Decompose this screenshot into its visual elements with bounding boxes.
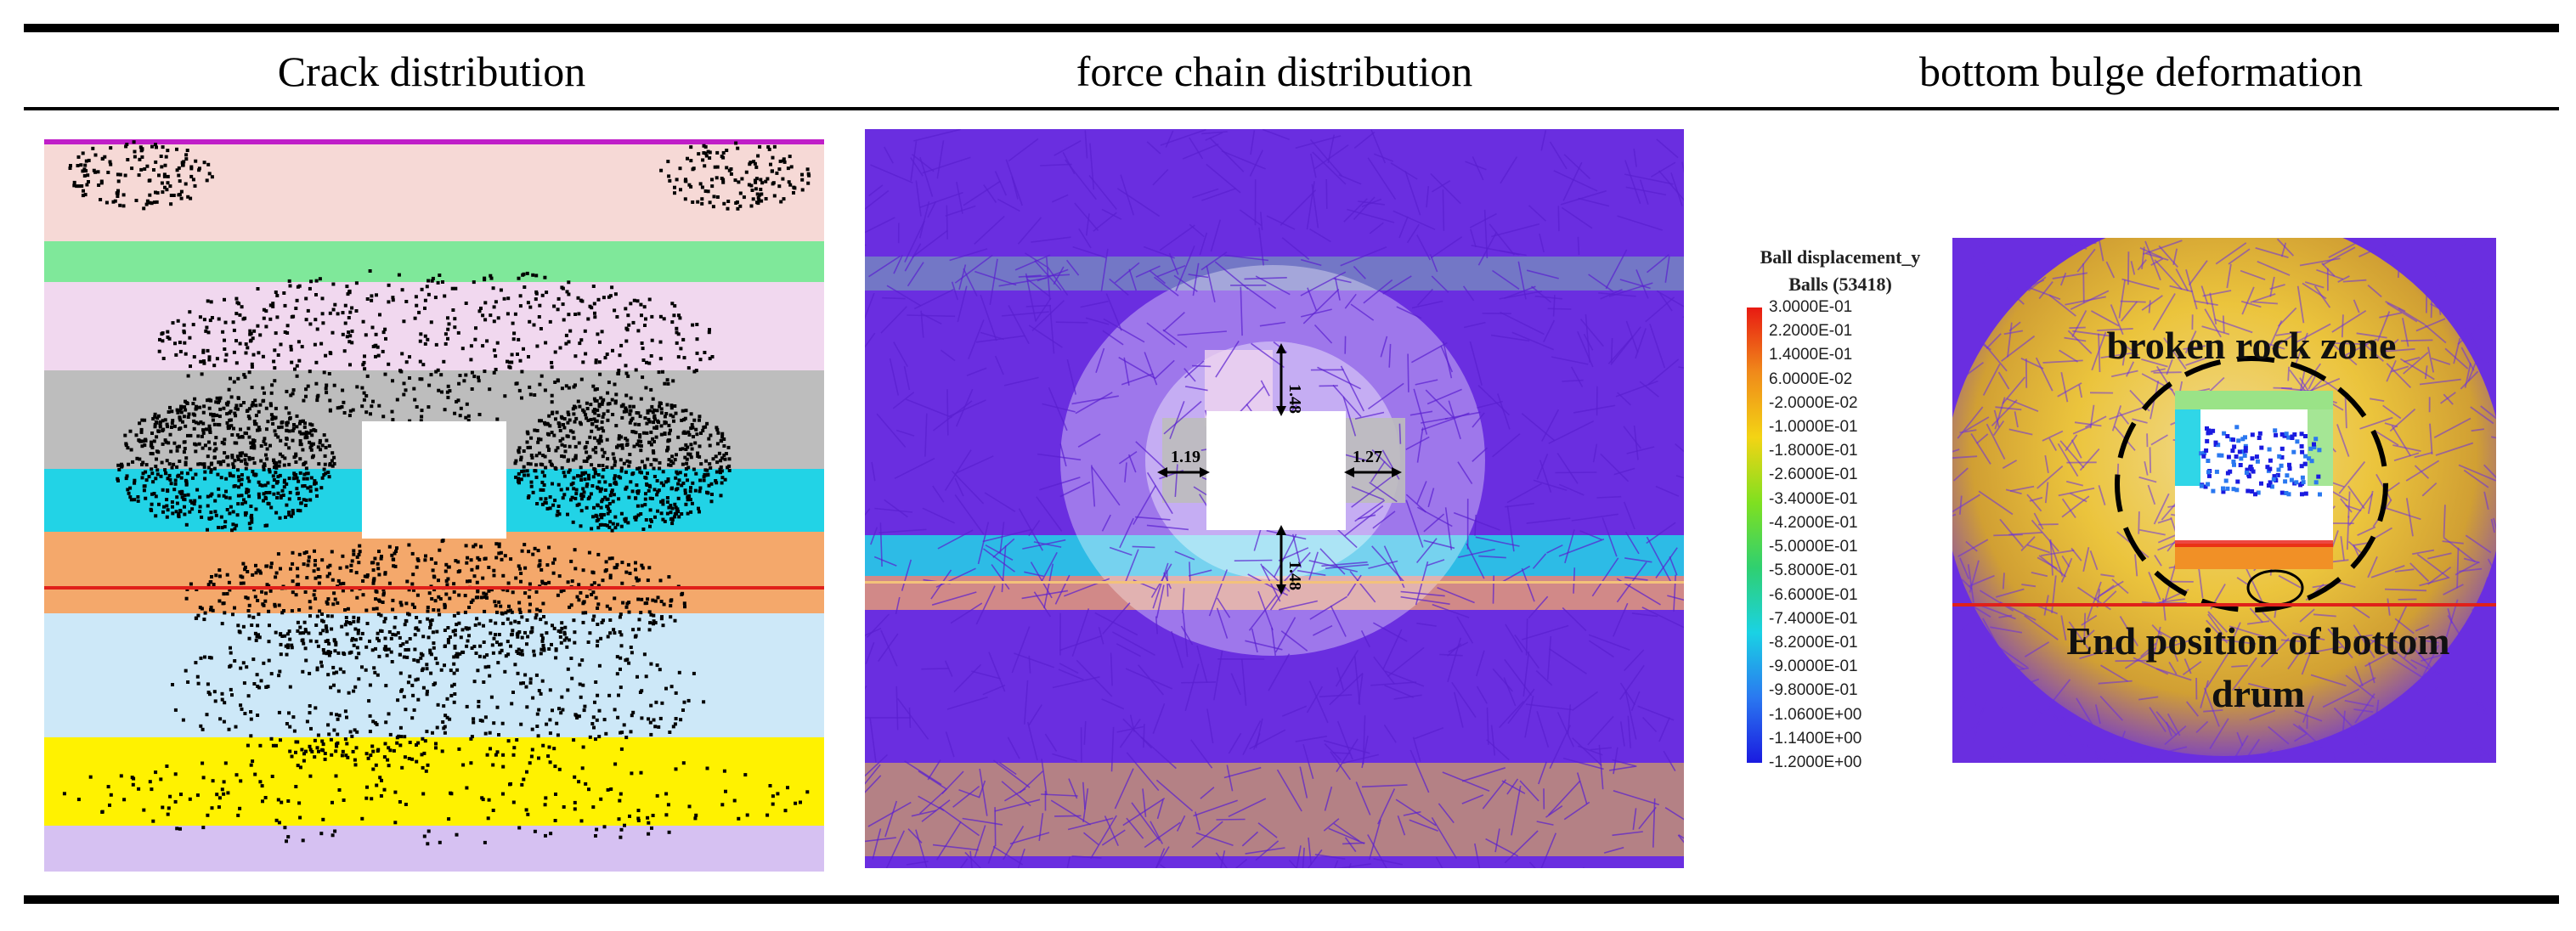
force-chain-distribution-image: 1.48 1.48 1.19 1.27 <box>865 129 1684 868</box>
legend-tick: -2.6000E-01 <box>1769 466 1858 484</box>
legend-tick: -7.4000E-01 <box>1769 609 1858 628</box>
legend-tick: -5.0000E-01 <box>1769 538 1858 556</box>
header-force-chain-distribution: force chain distribution <box>1076 48 1473 95</box>
label-top-ratio: 1.48 <box>1285 384 1304 414</box>
end-position-line <box>1952 603 2496 607</box>
header-bottom-bulge-deformation: bottom bulge deformation <box>1918 48 2364 95</box>
legend-tick: -1.0600E+00 <box>1769 705 1862 724</box>
legend-tick: -3.4000E-01 <box>1769 489 1858 508</box>
displacement-legend: Ball displacement_y Balls (53418) 3.0000… <box>1730 246 1951 773</box>
legend-tick: 6.0000E-02 <box>1769 370 1853 388</box>
legend-tick: -8.2000E-01 <box>1769 633 1858 652</box>
legend-title: Ball displacement_y <box>1760 246 1921 268</box>
legend-tick: -2.0000E-02 <box>1769 393 1858 412</box>
legend-tick: -9.0000E-01 <box>1769 657 1858 676</box>
label-left-ratio: 1.19 <box>1171 448 1200 466</box>
dimension-arrows <box>1164 350 1395 588</box>
tunnel-opening-overlay <box>362 421 506 530</box>
bottom-end-line <box>865 581 1684 584</box>
layer-green <box>865 257 1684 291</box>
header-crack-distribution: Crack distribution <box>277 48 586 95</box>
bottom-bulge-deformation-image: broken rock zone End position of bottom … <box>1952 238 2496 763</box>
broken-rock-zone-outline <box>2115 356 2388 612</box>
legend-tick: 3.0000E-01 <box>1769 298 1853 316</box>
legend-tick: -1.2000E+00 <box>1769 753 1862 771</box>
legend-color-bar <box>1747 308 1762 763</box>
legend-tick: -6.6000E-01 <box>1769 585 1858 604</box>
label-right-ratio: 1.27 <box>1353 448 1382 466</box>
crack-points <box>62 140 811 846</box>
bottom-end-line <box>44 586 824 590</box>
table-header-rule <box>24 107 2559 110</box>
legend-subtitle: Balls (53418) <box>1788 274 1892 295</box>
legend-tick: 1.4000E-01 <box>1769 346 1853 364</box>
label-bottom-ratio: 1.48 <box>1285 561 1304 590</box>
layer-yellow <box>865 763 1684 856</box>
legend-tick: -1.0000E-01 <box>1769 418 1858 437</box>
label-broken-rock-zone: broken rock zone <box>2107 324 2397 367</box>
crack-distribution-image <box>44 139 824 872</box>
legend-tick: -1.1400E+00 <box>1769 729 1862 748</box>
legend-tick: -4.2000E-01 <box>1769 513 1858 532</box>
tunnel-opening <box>1206 411 1346 530</box>
label-end-position: End position of bottom <box>2066 619 2449 663</box>
displacement-points <box>2199 425 2322 497</box>
tunnel-opening <box>2175 391 2333 569</box>
label-end-position-drum: drum <box>2212 672 2305 715</box>
legend-tick: 2.2000E-01 <box>1769 322 1853 341</box>
legend-tick: -5.8000E-01 <box>1769 561 1858 580</box>
table-bottom-rule <box>24 895 2559 904</box>
legend-tick: -1.8000E-01 <box>1769 442 1858 460</box>
legend-tick: -9.8000E-01 <box>1769 681 1858 700</box>
table-top-rule <box>24 24 2559 32</box>
